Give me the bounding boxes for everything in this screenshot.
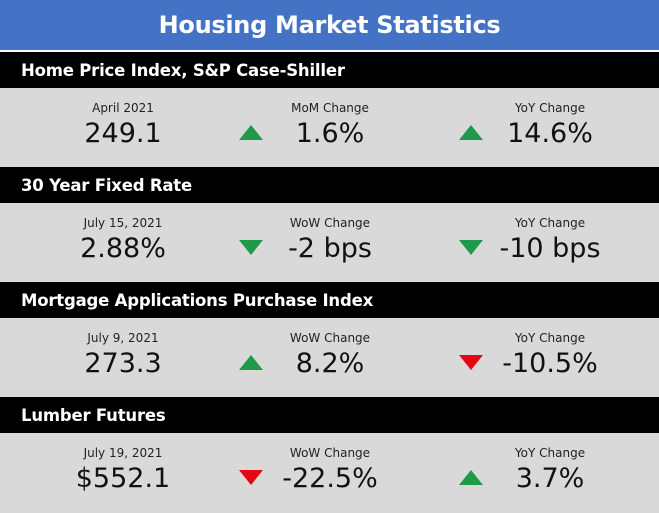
stat-value: $552.1 bbox=[75, 463, 171, 494]
section-30-year-fixed-rate: 30 Year Fixed Rate July 15, 2021 2.88% W… bbox=[0, 167, 659, 283]
stat-current: July 15, 2021 2.88% bbox=[48, 203, 198, 283]
section-header: Home Price Index, S&P Case-Shiller bbox=[0, 52, 659, 88]
section-panel: July 9, 2021 273.3 WoW Change 8.2% YoY C… bbox=[0, 318, 659, 398]
stat-current: July 9, 2021 273.3 bbox=[48, 318, 198, 398]
stat-value: -10 bps bbox=[499, 233, 601, 264]
stat-yoy-change: YoY Change -10.5% bbox=[475, 318, 625, 398]
stat-label: YoY Change bbox=[514, 446, 586, 460]
section-panel: July 19, 2021 $552.1 WoW Change -22.5% Y… bbox=[0, 433, 659, 513]
section-panel: April 2021 249.1 MoM Change 1.6% YoY Cha… bbox=[0, 88, 659, 168]
section-header: 30 Year Fixed Rate bbox=[0, 167, 659, 203]
stat-current: July 19, 2021 $552.1 bbox=[48, 433, 198, 513]
stat-current: April 2021 249.1 bbox=[48, 88, 198, 168]
stat-label: July 9, 2021 bbox=[87, 331, 159, 345]
section-title: Home Price Index, S&P Case-Shiller bbox=[21, 60, 345, 80]
stat-value: 249.1 bbox=[84, 118, 162, 149]
stat-value: -2 bps bbox=[288, 233, 372, 264]
stat-label: July 19, 2021 bbox=[83, 446, 163, 460]
stat-wow-change: WoW Change -22.5% bbox=[255, 433, 405, 513]
stat-label: YoY Change bbox=[514, 101, 586, 115]
stat-value: 1.6% bbox=[295, 118, 365, 149]
stat-yoy-change: YoY Change 14.6% bbox=[475, 88, 625, 168]
stat-label: YoY Change bbox=[514, 216, 586, 230]
triangle-up-icon bbox=[239, 355, 263, 370]
stat-label: July 15, 2021 bbox=[83, 216, 163, 230]
section-title: Lumber Futures bbox=[21, 405, 166, 425]
stat-yoy-change: YoY Change 3.7% bbox=[475, 433, 625, 513]
stat-wow-change: WoW Change 8.2% bbox=[255, 318, 405, 398]
section-lumber-futures: Lumber Futures July 19, 2021 $552.1 WoW … bbox=[0, 397, 659, 513]
section-title: Mortgage Applications Purchase Index bbox=[21, 290, 374, 310]
stat-value: 3.7% bbox=[515, 463, 585, 494]
stat-yoy-change: YoY Change -10 bps bbox=[475, 203, 625, 283]
section-home-price-index: Home Price Index, S&P Case-Shiller April… bbox=[0, 52, 659, 168]
page-title-banner: Housing Market Statistics bbox=[0, 0, 659, 50]
section-mortgage-applications: Mortgage Applications Purchase Index Jul… bbox=[0, 282, 659, 398]
stat-value: 2.88% bbox=[80, 233, 166, 264]
triangle-down-icon bbox=[459, 240, 483, 255]
stat-label: WoW Change bbox=[289, 331, 371, 345]
section-panel: July 15, 2021 2.88% WoW Change -2 bps Yo… bbox=[0, 203, 659, 283]
stat-label: WoW Change bbox=[289, 446, 371, 460]
stat-label: April 2021 bbox=[92, 101, 154, 115]
triangle-up-icon bbox=[459, 125, 483, 140]
triangle-down-icon bbox=[459, 355, 483, 370]
section-header: Lumber Futures bbox=[0, 397, 659, 433]
triangle-down-icon bbox=[239, 240, 263, 255]
stat-mom-change: MoM Change 1.6% bbox=[255, 88, 405, 168]
section-header: Mortgage Applications Purchase Index bbox=[0, 282, 659, 318]
triangle-up-icon bbox=[459, 470, 483, 485]
stat-value: -22.5% bbox=[282, 463, 378, 494]
stat-wow-change: WoW Change -2 bps bbox=[255, 203, 405, 283]
page-title: Housing Market Statistics bbox=[158, 11, 501, 39]
stat-label: MoM Change bbox=[291, 101, 369, 115]
stat-label: WoW Change bbox=[289, 216, 371, 230]
stat-value: -10.5% bbox=[502, 348, 598, 379]
triangle-down-icon bbox=[239, 470, 263, 485]
section-title: 30 Year Fixed Rate bbox=[21, 175, 192, 195]
stat-value: 8.2% bbox=[295, 348, 365, 379]
triangle-up-icon bbox=[239, 125, 263, 140]
stat-value: 14.6% bbox=[507, 118, 593, 149]
stat-label: YoY Change bbox=[514, 331, 586, 345]
stat-value: 273.3 bbox=[84, 348, 162, 379]
